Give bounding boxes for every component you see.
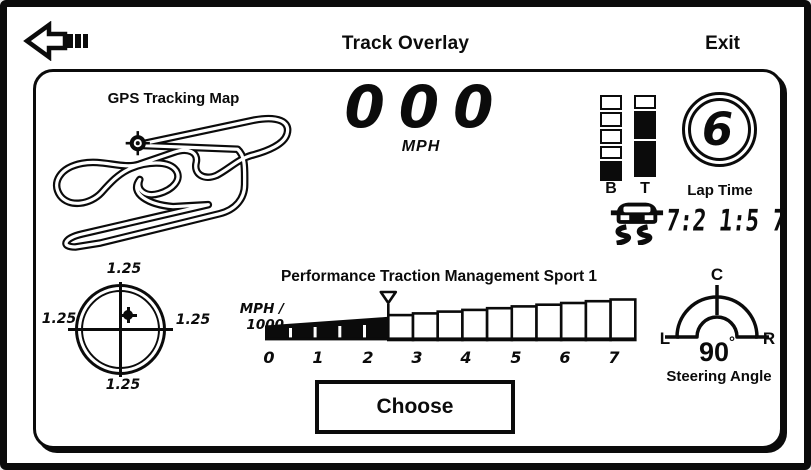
brake-segment [600, 129, 622, 144]
choose-button[interactable]: Choose [315, 380, 515, 434]
throttle-gauge [634, 95, 656, 179]
tach-tick-2: 2 [362, 348, 374, 367]
page-title: Track Overlay [341, 33, 470, 54]
back-arrow-icon [23, 20, 88, 62]
g-meter-top-value: 1.25 [106, 261, 142, 277]
steering-angle-gauge: C L R 90 ° [660, 265, 775, 367]
brake-gauge-label: B [605, 180, 617, 197]
lap-time-value: 7:2 1:5 7 [664, 205, 788, 239]
brake-gauge [600, 95, 622, 183]
tach-filled-region [265, 316, 389, 340]
g-meter-bottom-value: 1.25 [105, 377, 141, 393]
lap-time-label: Lap Time [687, 182, 753, 199]
track-map [52, 114, 292, 251]
steering-angle-label: Steering Angle [666, 368, 772, 385]
throttle-segment [634, 95, 656, 109]
choose-button-label: Choose [376, 395, 454, 418]
tach-empty-segments [387, 298, 637, 342]
gear-indicator-ring: 6 [688, 98, 751, 161]
ptm-mode-label: Performance Traction Management Sport 1 [280, 268, 598, 285]
tach-tick-5: 5 [510, 348, 522, 367]
track-data-panel: GPS Tracking Map 000 MPH [33, 69, 787, 449]
steering-left-label: L [660, 329, 670, 348]
brake-segment-filled [600, 161, 622, 181]
tach-tick-7: 7 [608, 348, 620, 367]
brake-segment [600, 112, 622, 127]
g-meter-right-value: 1.25 [175, 312, 211, 328]
throttle-gauge-label: T [640, 180, 650, 197]
tach-tick-6: 6 [559, 348, 571, 367]
g-meter-vertical-axis [119, 282, 122, 377]
tach-tick-3: 3 [411, 348, 423, 367]
steering-angle-value: 90 [699, 337, 729, 367]
gps-map-label: GPS Tracking Map [107, 90, 240, 107]
tachometer-bar [265, 290, 637, 342]
throttle-segment-filled [634, 141, 656, 177]
speed-readout: 000 MPH [331, 78, 511, 156]
tach-marker-icon [379, 290, 398, 315]
traction-car-icon [610, 202, 664, 245]
brake-segment [600, 146, 622, 159]
steering-center-label: C [711, 265, 723, 284]
back-button[interactable] [23, 20, 89, 62]
tach-tick-4: 4 [460, 348, 472, 367]
gear-indicator: 6 [682, 92, 757, 167]
car-position-marker [125, 131, 150, 156]
speed-unit: MPH [401, 138, 441, 155]
degree-symbol: ° [729, 334, 735, 351]
speed-value: 000 [344, 73, 508, 141]
tach-tick-0: 0 [263, 348, 275, 367]
exit-button[interactable]: Exit [705, 33, 740, 54]
tach-tick-1: 1 [312, 348, 324, 367]
tach-unit-line1: MPH / [239, 301, 284, 317]
g-meter-marker [123, 310, 133, 320]
steering-right-label: R [763, 329, 775, 348]
g-meter-left-value: 1.25 [41, 311, 77, 327]
brake-segment [600, 95, 622, 110]
throttle-segment-filled [634, 111, 656, 139]
gear-value: 6 [701, 103, 734, 156]
